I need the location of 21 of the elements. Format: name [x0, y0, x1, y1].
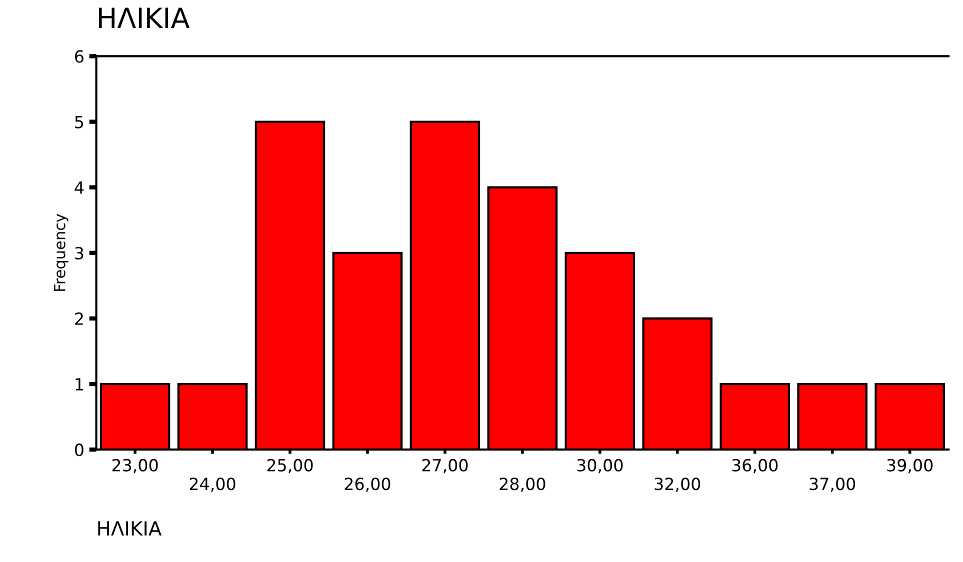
- x-tick-label: 32,00: [654, 478, 700, 492]
- y-tick-label: 3: [75, 246, 84, 260]
- y-tick-label: 4: [74, 182, 84, 194]
- x-tick-label: 26,00: [344, 478, 390, 492]
- x-axis-title: ΗΛΙΚΙΑ: [98, 521, 162, 536]
- x-tick-label: 24,00: [190, 478, 236, 492]
- x-tick-label: 23,00: [112, 458, 158, 474]
- y-tick-label: 5: [75, 116, 84, 128]
- y-tick-label: 0: [74, 444, 84, 456]
- chart-title: ΗΛΙΚΙΑ: [99, 8, 190, 28]
- x-tick-label: 28,00: [500, 478, 546, 492]
- y-tick-label: 6: [75, 50, 84, 63]
- x-tick-label: 27,00: [422, 458, 468, 474]
- x-tick-label: 30,00: [577, 458, 623, 474]
- x-tick-label: 37,00: [810, 478, 856, 492]
- y-tick-label: 1: [76, 378, 83, 390]
- y-tick-label: 2: [75, 312, 83, 325]
- y-axis-title: Frequency: [54, 214, 68, 291]
- x-tick-label: 25,00: [267, 458, 313, 474]
- x-tick-label: 36,00: [732, 458, 778, 474]
- x-tick-label: 39,00: [887, 458, 933, 474]
